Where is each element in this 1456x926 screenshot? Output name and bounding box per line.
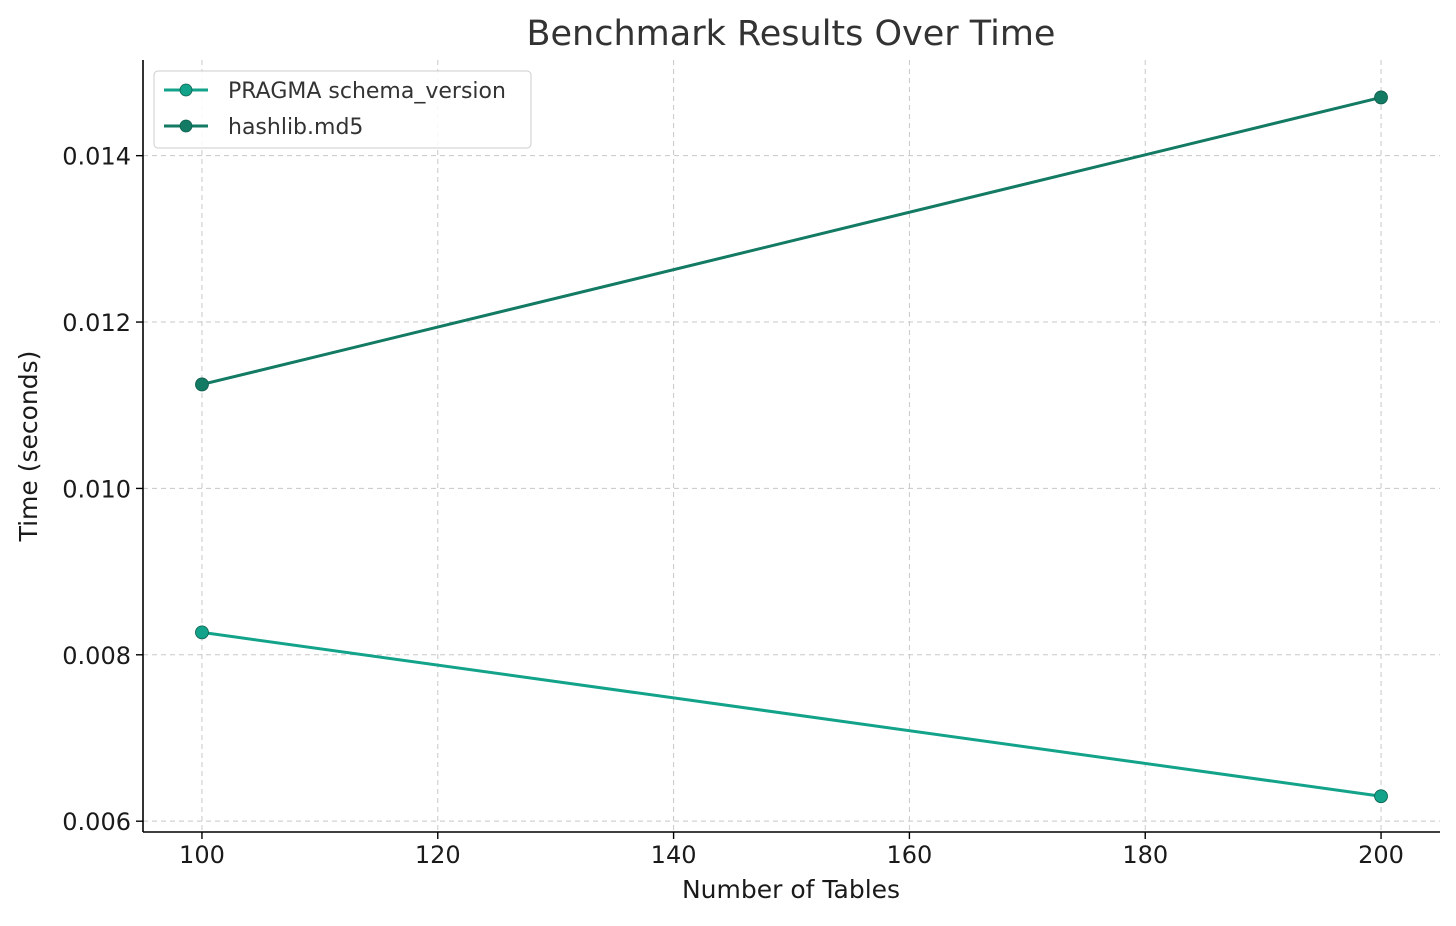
y-tick-label-0.008: 0.008 xyxy=(62,642,131,670)
legend-entry-hashlib-md5: hashlib.md5 xyxy=(164,115,363,140)
series-line-hashlib-md5 xyxy=(200,95,1383,386)
legend-label-hashlib-md5: hashlib.md5 xyxy=(228,115,363,140)
axes-layer xyxy=(142,60,1440,833)
legend-marker-hashlib-md5 xyxy=(179,119,193,133)
chart-title: Benchmark Results Over Time xyxy=(527,14,1056,54)
y-tick-label-0.006: 0.006 xyxy=(62,808,131,836)
x-tick-label-100: 100 xyxy=(179,841,225,869)
legend: PRAGMA schema_version hashlib.md5 xyxy=(153,70,532,149)
data-point-hashlib-md5-200 xyxy=(1374,90,1388,105)
x-tick-label-160: 160 xyxy=(887,841,933,869)
y-tick-label-0.010: 0.010 xyxy=(62,475,131,503)
x-tick-label-120: 120 xyxy=(415,841,461,869)
x-tick-label-200: 200 xyxy=(1358,841,1404,869)
x-axis-title: Number of Tables xyxy=(682,875,900,904)
legend-frame xyxy=(153,70,532,149)
y-tick-label-0.014: 0.014 xyxy=(62,143,131,171)
x-ticks: 100 120 140 160 180 200 xyxy=(179,832,1404,869)
series-pragma-schema-version xyxy=(195,625,1388,804)
data-point-pragma-schema-version-100 xyxy=(195,625,209,640)
x-tick-label-140: 140 xyxy=(651,841,697,869)
series-line-pragma-schema-version xyxy=(200,630,1383,798)
y-tick-label-0.012: 0.012 xyxy=(62,309,131,337)
data-point-hashlib-md5-100 xyxy=(195,377,209,392)
data-point-pragma-schema-version-200 xyxy=(1374,789,1388,804)
series-layer xyxy=(195,90,1388,804)
x-tick-label-180: 180 xyxy=(1122,841,1168,869)
legend-marker-pragma-schema-version xyxy=(179,83,193,97)
legend-entry-pragma-schema-version: PRAGMA schema_version xyxy=(164,79,506,104)
y-axis-title: Time (seconds) xyxy=(14,351,43,543)
y-ticks: 0.006 0.008 0.010 0.012 0.014 xyxy=(62,143,143,836)
grid-layer xyxy=(143,60,1440,832)
series-hashlib-md5 xyxy=(195,90,1388,392)
legend-label-pragma-schema-version: PRAGMA schema_version xyxy=(228,79,506,104)
